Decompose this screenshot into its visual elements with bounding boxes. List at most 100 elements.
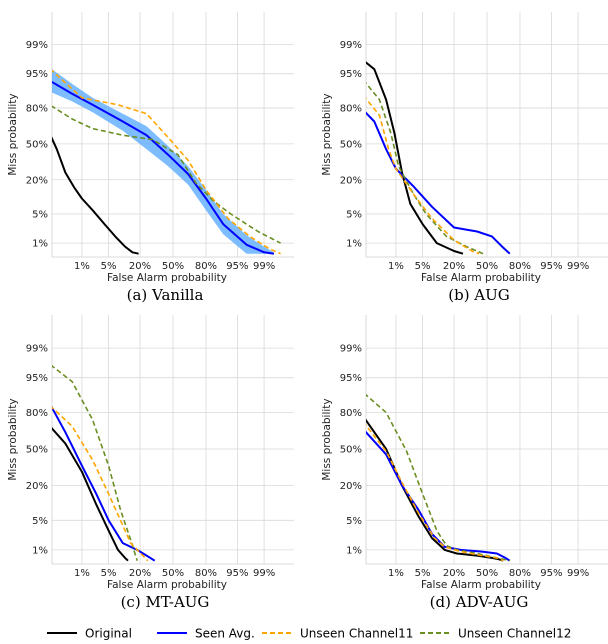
x-tick-label: 5%	[101, 568, 117, 579]
x-tick-label: 20%	[129, 261, 151, 272]
x-tick-label: 99%	[253, 261, 275, 272]
seen-avg-confidence-band	[52, 69, 274, 254]
y-tick-label: 20%	[26, 481, 48, 492]
x-tick-label: 99%	[253, 568, 275, 579]
plot-area	[366, 61, 511, 255]
series-line-original	[52, 136, 139, 255]
x-axis-label: False Alarm probability	[107, 272, 227, 284]
y-axis-label: Miss probability	[321, 93, 333, 175]
x-tick-label: 20%	[443, 261, 465, 272]
series-line-unseen-channel11	[52, 69, 281, 255]
y-tick-label: 80%	[26, 408, 48, 419]
y-tick-label: 5%	[346, 516, 362, 527]
panel--c-mt-aug: 1% 5% 20% 50% 80% 95% 99% 1% 5% 20% 50% 80% 95% 99% Fa…	[7, 315, 294, 611]
x-tick-label: 5%	[415, 261, 431, 272]
y-tick-label: 80%	[26, 103, 48, 114]
x-tick-label: 80%	[509, 261, 531, 272]
y-tick-label: 80%	[340, 408, 362, 419]
x-tick-label: 99%	[567, 261, 589, 272]
x-axis-label: False Alarm probability	[421, 272, 541, 284]
y-axis-label: Miss probability	[7, 93, 19, 175]
y-tick-label: 95%	[26, 373, 48, 384]
y-tick-label: 95%	[26, 69, 48, 80]
plot-area	[366, 393, 511, 562]
series-line-unseen-channel11	[366, 97, 480, 255]
y-tick-label: 80%	[340, 103, 362, 114]
x-tick-label: 20%	[129, 568, 151, 579]
x-axis-label: False Alarm probability	[107, 579, 227, 591]
series-line-original	[52, 427, 129, 562]
legend-label: Original	[85, 627, 132, 641]
series-line-unseen-channel11	[366, 424, 504, 562]
legend-label: Seen Avg.	[195, 627, 255, 641]
x-tick-label: 50%	[162, 261, 184, 272]
x-tick-label: 80%	[195, 261, 217, 272]
y-tick-label: 20%	[340, 175, 362, 186]
x-tick-label: 1%	[388, 261, 404, 272]
y-tick-label: 5%	[346, 210, 362, 221]
series-line-seen-avg	[366, 111, 511, 255]
series-line-unseen-channel11	[52, 406, 149, 562]
panel--a-vanilla: 1% 5% 20% 50% 80% 95% 99% 1% 5% 20% 50% 80% 95% 99% Fa…	[7, 12, 294, 304]
y-tick-label: 99%	[340, 344, 362, 355]
series-line-seen-avg	[366, 430, 511, 562]
legend: Original Seen Avg. Unseen Channel11 Unseen …	[47, 627, 571, 641]
panel-caption: (a) Vanilla	[127, 286, 204, 304]
legend-item-seen-avg: Seen Avg.	[157, 627, 255, 641]
plot-area	[52, 364, 156, 562]
legend-item-unseen-channel11: Unseen Channel11	[262, 627, 413, 641]
y-tick-label: 1%	[32, 545, 48, 556]
y-tick-label: 95%	[340, 69, 362, 80]
panel-caption: (c) MT-AUG	[121, 593, 210, 611]
x-tick-label: 5%	[415, 568, 431, 579]
plot-area	[52, 69, 281, 255]
panel--b-aug: 1% 5% 20% 50% 80% 95% 99% 1% 5% 20% 50% 80% 95% 99% Fa…	[321, 12, 608, 304]
y-tick-label: 20%	[26, 175, 48, 186]
y-tick-label: 1%	[346, 545, 362, 556]
y-tick-label: 5%	[32, 210, 48, 221]
y-tick-label: 99%	[340, 40, 362, 51]
x-tick-label: 95%	[540, 568, 562, 579]
x-tick-label: 80%	[195, 568, 217, 579]
y-tick-label: 95%	[340, 373, 362, 384]
y-tick-label: 1%	[346, 239, 362, 250]
y-tick-label: 99%	[26, 40, 48, 51]
series-line-unseen-channel12	[366, 81, 484, 255]
x-axis-label: False Alarm probability	[421, 579, 541, 591]
y-tick-label: 50%	[340, 139, 362, 150]
x-tick-label: 1%	[74, 261, 90, 272]
y-tick-label: 1%	[32, 239, 48, 250]
y-tick-label: 20%	[340, 481, 362, 492]
y-tick-label: 50%	[340, 444, 362, 455]
panel-caption: (d) ADV-AUG	[430, 593, 529, 611]
series-line-original	[366, 61, 464, 255]
legend-label: Unseen Channel12	[458, 627, 571, 641]
series-line-seen-avg	[52, 80, 275, 255]
panel--d-adv-aug: 1% 5% 20% 50% 80% 95% 99% 1% 5% 20% 50% 80% 95% 99% Fa…	[321, 315, 608, 611]
x-tick-label: 20%	[443, 568, 465, 579]
panel-caption: (b) AUG	[448, 286, 510, 304]
x-tick-label: 99%	[567, 568, 589, 579]
x-tick-label: 1%	[74, 568, 90, 579]
x-tick-label: 95%	[226, 568, 248, 579]
y-axis-label: Miss probability	[321, 398, 333, 480]
series-line-unseen-channel12	[52, 105, 281, 244]
y-axis-label: Miss probability	[7, 398, 19, 480]
x-tick-label: 50%	[162, 568, 184, 579]
x-tick-label: 50%	[476, 261, 498, 272]
series-line-original	[366, 418, 504, 562]
x-tick-label: 50%	[476, 568, 498, 579]
y-tick-label: 50%	[26, 444, 48, 455]
y-tick-label: 50%	[26, 139, 48, 150]
x-tick-label: 80%	[509, 568, 531, 579]
x-tick-label: 1%	[388, 568, 404, 579]
legend-label: Unseen Channel11	[300, 627, 413, 641]
legend-item-unseen-channel12: Unseen Channel12	[420, 627, 571, 641]
x-tick-label: 95%	[226, 261, 248, 272]
legend-item-original: Original	[47, 627, 132, 641]
y-tick-label: 99%	[26, 344, 48, 355]
x-tick-label: 95%	[540, 261, 562, 272]
series-line-unseen-channel12	[52, 364, 138, 561]
x-tick-label: 5%	[101, 261, 117, 272]
